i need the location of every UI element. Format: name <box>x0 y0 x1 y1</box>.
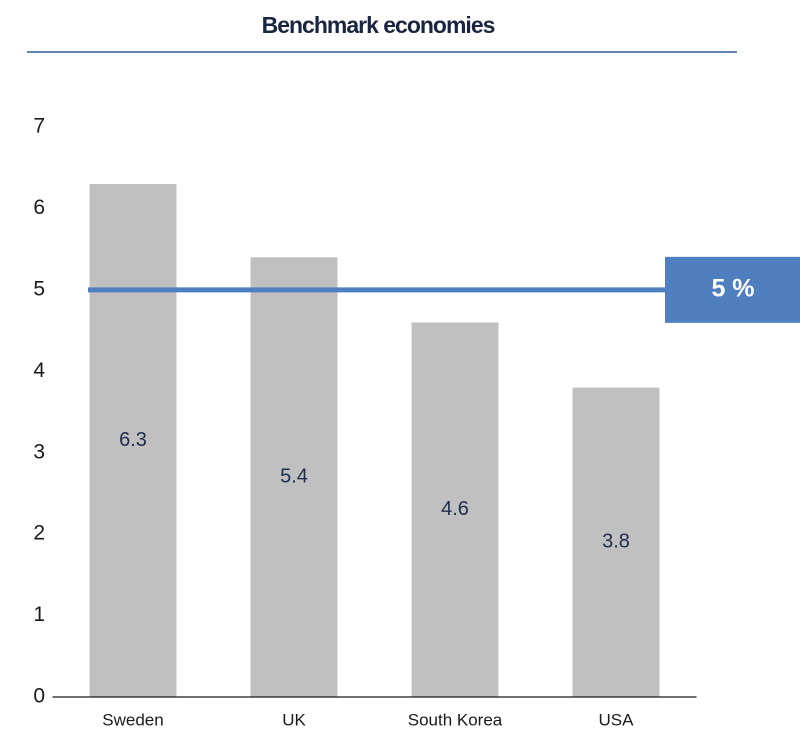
x-tick-label: Sweden <box>102 710 163 729</box>
value-label: 4.6 <box>441 498 469 520</box>
value-label: 5.4 <box>280 465 308 487</box>
y-tick-label: 0 <box>33 685 45 708</box>
reference-label: 5 % <box>711 274 754 302</box>
chart-title: Benchmark economies <box>262 12 495 38</box>
x-tick-label: South Korea <box>408 710 503 729</box>
value-label: 3.8 <box>602 531 630 553</box>
x-tick-label: UK <box>282 710 306 729</box>
bar <box>411 322 499 697</box>
bar <box>89 184 177 697</box>
y-tick-label: 4 <box>33 359 45 382</box>
y-tick-label: 6 <box>33 196 45 219</box>
bar <box>572 387 660 697</box>
y-tick-label: 2 <box>33 522 45 545</box>
value-label: 6.3 <box>119 429 147 451</box>
reference-label-box <box>665 256 800 323</box>
x-tick-label: USA <box>599 710 635 729</box>
y-tick-label: 1 <box>33 603 45 626</box>
y-tick-label: 3 <box>33 440 45 463</box>
bar <box>250 257 338 697</box>
y-tick-label: 5 <box>33 277 45 300</box>
y-tick-label: 7 <box>33 115 45 138</box>
